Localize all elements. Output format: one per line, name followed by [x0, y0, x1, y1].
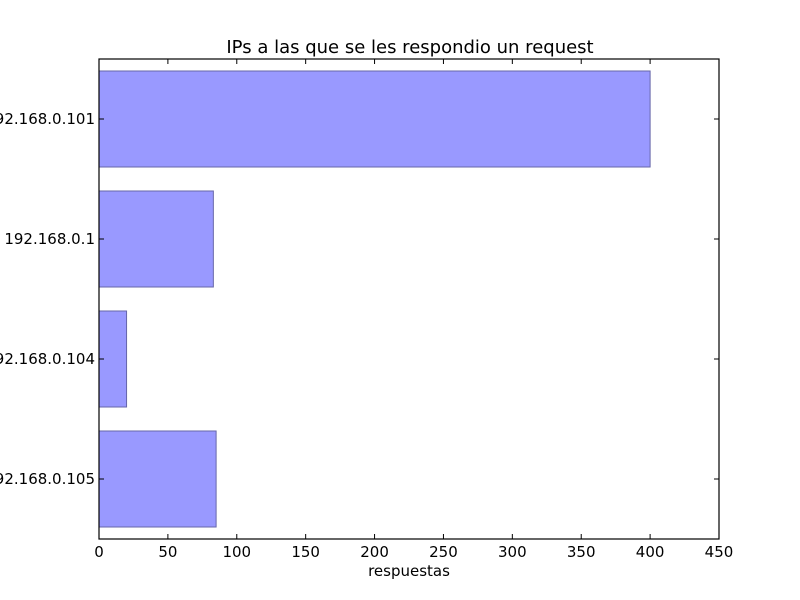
- ticks-layer: 192.168.0.101 192.168.0.1 192.168.0.104 192…: [0, 59, 733, 561]
- bars-layer: [98, 70, 651, 528]
- y-tick-label: 192.168.0.105: [0, 470, 95, 488]
- x-tick-label: 350: [567, 543, 596, 561]
- y-tick-label: 192.168.0.1: [4, 230, 95, 248]
- bar-2: [98, 190, 214, 288]
- x-tick-label: 450: [705, 543, 734, 561]
- x-tick-label: 200: [360, 543, 389, 561]
- bar-1: [98, 70, 651, 168]
- x-axis-label: respuestas: [368, 562, 450, 580]
- bar-4: [98, 430, 217, 528]
- x-tick-label: 0: [94, 543, 104, 561]
- y-tick-label: 192.168.0.104: [0, 350, 95, 368]
- x-tick-label: 300: [498, 543, 527, 561]
- x-tick-label: 150: [291, 543, 320, 561]
- y-tick-label: 192.168.0.101: [0, 110, 95, 128]
- plot-frame: [98, 58, 720, 540]
- x-tick-label: 250: [429, 543, 458, 561]
- x-tick-label: 50: [158, 543, 177, 561]
- x-tick-label: 100: [222, 543, 251, 561]
- x-tick-label: 400: [636, 543, 665, 561]
- chart-title: IPs a las que se les respondio un reques…: [226, 37, 593, 58]
